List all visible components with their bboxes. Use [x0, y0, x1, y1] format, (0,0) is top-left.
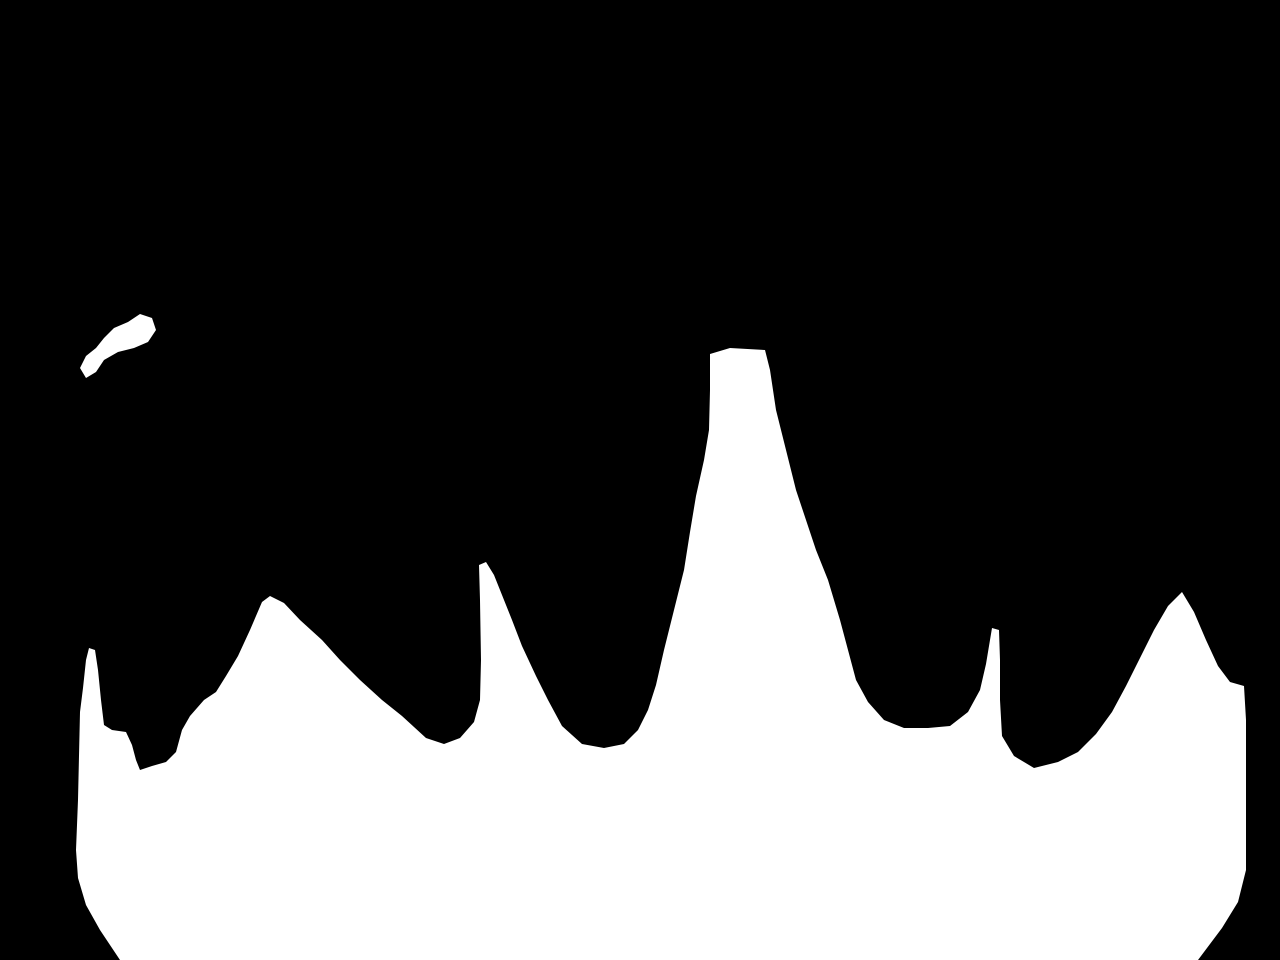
main-silhouette-region: [76, 348, 1246, 960]
small-blob-region: [80, 314, 156, 378]
